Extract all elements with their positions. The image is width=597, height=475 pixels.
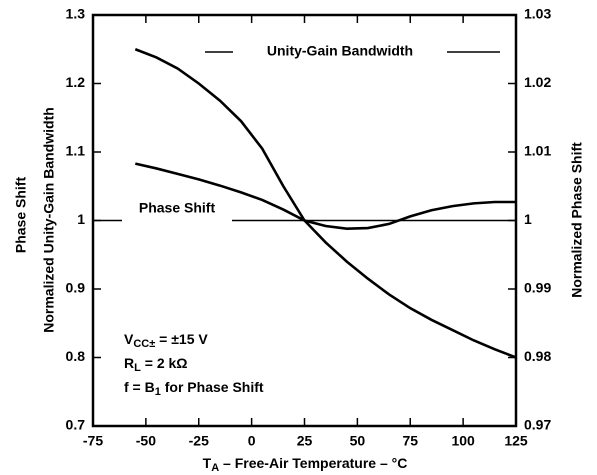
y2-tick-label: 1 bbox=[524, 211, 532, 227]
series-line bbox=[135, 162, 516, 231]
y-tick-label: 1 bbox=[77, 211, 85, 227]
condition-rest: for Phase Shift bbox=[161, 379, 264, 395]
condition-rest: = ±15 V bbox=[155, 331, 208, 347]
y-tick-label: 1.2 bbox=[66, 74, 86, 90]
x-tick-label: -50 bbox=[136, 433, 156, 449]
series-line bbox=[134, 48, 517, 359]
y2-tick-label: 1.03 bbox=[524, 6, 551, 22]
condition-text: VCC± = ±15 V bbox=[124, 331, 208, 350]
y2-axis-label: Normalized Phase Shift bbox=[569, 142, 585, 298]
condition-sub: CC± bbox=[133, 338, 155, 350]
x-label-main: T bbox=[203, 455, 212, 471]
condition-main: V bbox=[124, 331, 134, 347]
x-tick-label: 100 bbox=[451, 433, 475, 449]
condition-sub: L bbox=[134, 362, 141, 374]
y-tick-label: 0.9 bbox=[66, 280, 86, 296]
condition-text: f = B1 for Phase Shift bbox=[124, 379, 264, 398]
label-bg bbox=[238, 40, 443, 64]
condition-text: RL = 2 kΩ bbox=[124, 355, 188, 374]
x-tick-label: 25 bbox=[297, 433, 313, 449]
condition-main: R bbox=[124, 355, 134, 371]
label-bg bbox=[124, 198, 230, 220]
y2-tick-label: 1.02 bbox=[524, 74, 551, 90]
condition-main: f = B bbox=[124, 379, 155, 395]
y-tick-label: 1.3 bbox=[66, 6, 86, 22]
x-label-sub: A bbox=[211, 462, 219, 474]
y2-tick-label: 0.98 bbox=[524, 348, 551, 364]
y-tick-label: 0.7 bbox=[66, 417, 86, 433]
series-label: Unity-Gain Bandwidth bbox=[267, 43, 413, 59]
condition-sub: 1 bbox=[155, 386, 161, 398]
condition-rest: = 2 kΩ bbox=[141, 355, 188, 371]
y2-tick-label: 1.01 bbox=[524, 143, 551, 159]
x-tick-label: -25 bbox=[189, 433, 209, 449]
y2-tick-label: 0.99 bbox=[524, 280, 551, 296]
x-tick-label: 50 bbox=[350, 433, 366, 449]
x-tick-label: -75 bbox=[83, 433, 103, 449]
y-tick-label: 1.1 bbox=[66, 143, 86, 159]
x-label-rest: – Free-Air Temperature – °C bbox=[219, 455, 407, 471]
x-tick-label: 125 bbox=[504, 433, 528, 449]
x-tick-label: 0 bbox=[248, 433, 256, 449]
x-tick-label: 75 bbox=[402, 433, 418, 449]
outer-axis-label: Phase Shift bbox=[13, 177, 29, 254]
y-axis-label: Normalized Unity-Gain Bandwidth bbox=[41, 107, 57, 333]
series-label: Phase Shift bbox=[139, 200, 216, 216]
y2-tick-label: 0.97 bbox=[524, 417, 551, 433]
x-axis-label: TA – Free-Air Temperature – °C bbox=[203, 455, 408, 474]
y-tick-label: 0.8 bbox=[66, 348, 86, 364]
